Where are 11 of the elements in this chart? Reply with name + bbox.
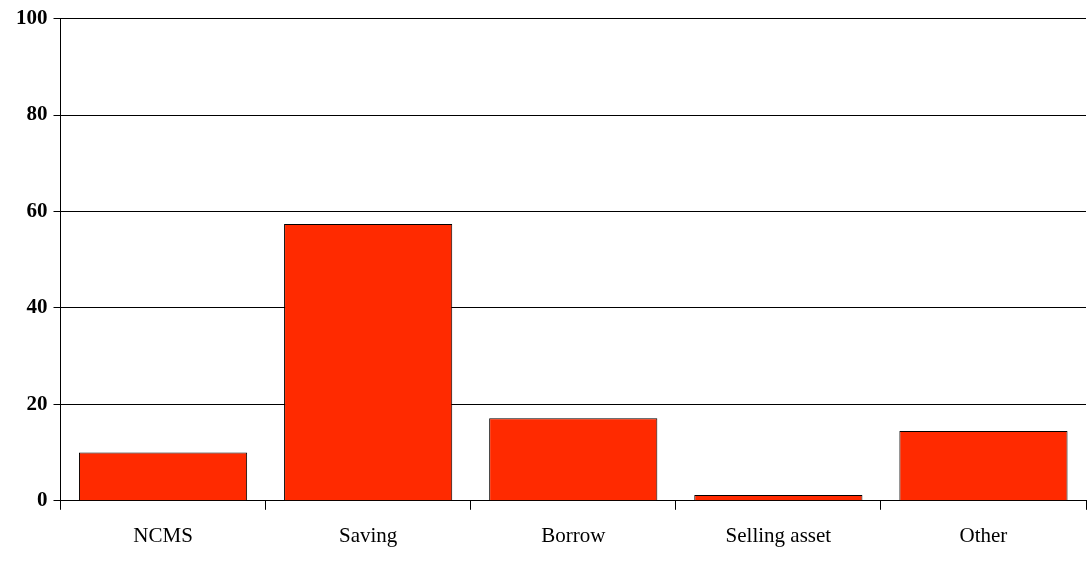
y-tick-label: 100 (16, 5, 48, 30)
x-tick-label: NCMS (133, 522, 193, 547)
x-tick-label: Other (959, 522, 1008, 547)
y-tick-label: 60 (26, 197, 48, 222)
x-tick-label: Saving (338, 522, 398, 547)
x-tick-label: Selling asset (725, 522, 832, 547)
y-tick-label: 40 (26, 294, 48, 319)
y-tick-label: 80 (26, 101, 48, 126)
x-tick-label: Borrow (541, 522, 607, 547)
y-tick-label: 20 (26, 390, 48, 415)
y-tick-label: 0 (37, 487, 48, 512)
